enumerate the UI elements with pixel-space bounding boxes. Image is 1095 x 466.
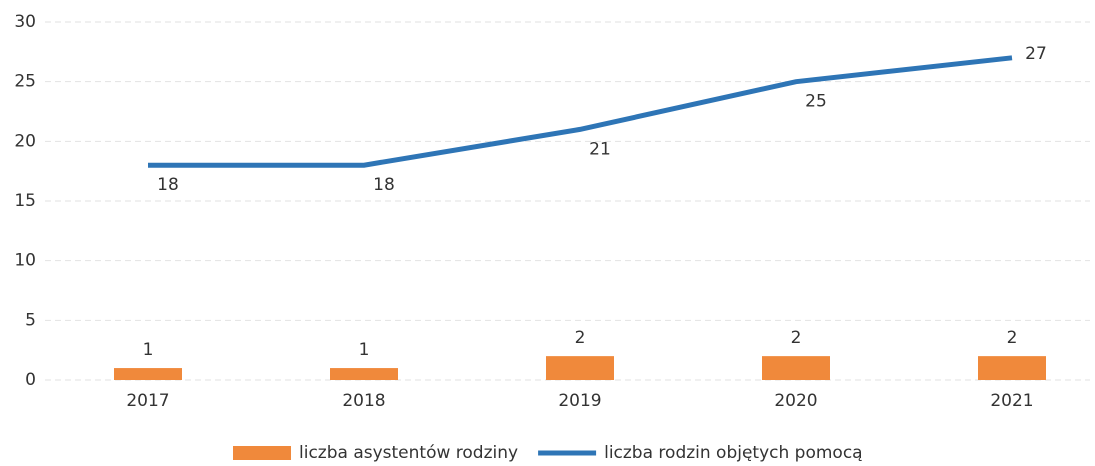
line-value-label: 18 (373, 175, 395, 195)
bar-value-label: 1 (359, 340, 370, 360)
x-tick-label: 2020 (774, 391, 817, 411)
bar-value-label: 2 (575, 328, 586, 348)
legend-label: liczba asystentów rodziny (299, 443, 518, 463)
x-tick-label: 2017 (126, 391, 169, 411)
bar (114, 368, 182, 380)
bar-value-label: 2 (791, 328, 802, 348)
x-tick-label: 2021 (990, 391, 1033, 411)
y-tick-label: 5 (25, 310, 36, 330)
y-tick-label: 20 (14, 131, 36, 151)
y-tick-label: 25 (14, 72, 36, 92)
bar (762, 356, 830, 380)
y-tick-label: 10 (14, 251, 36, 271)
line-value-label: 21 (589, 139, 611, 159)
line-value-label: 18 (157, 175, 179, 195)
legend-label: liczba rodzin objętych pomocą (604, 443, 863, 463)
bar (978, 356, 1046, 380)
bar-value-label: 2 (1007, 328, 1018, 348)
y-tick-label: 0 (25, 370, 36, 390)
line-value-label: 25 (805, 92, 827, 112)
bar (546, 356, 614, 380)
y-tick-label: 30 (14, 12, 36, 32)
x-tick-label: 2018 (342, 391, 385, 411)
bar (330, 368, 398, 380)
line (148, 55, 1013, 168)
legend-swatch (233, 446, 291, 460)
bar-value-label: 1 (143, 340, 154, 360)
y-tick-label: 15 (14, 191, 36, 211)
x-tick-label: 2019 (558, 391, 601, 411)
line-value-label: 27 (1025, 44, 1047, 64)
